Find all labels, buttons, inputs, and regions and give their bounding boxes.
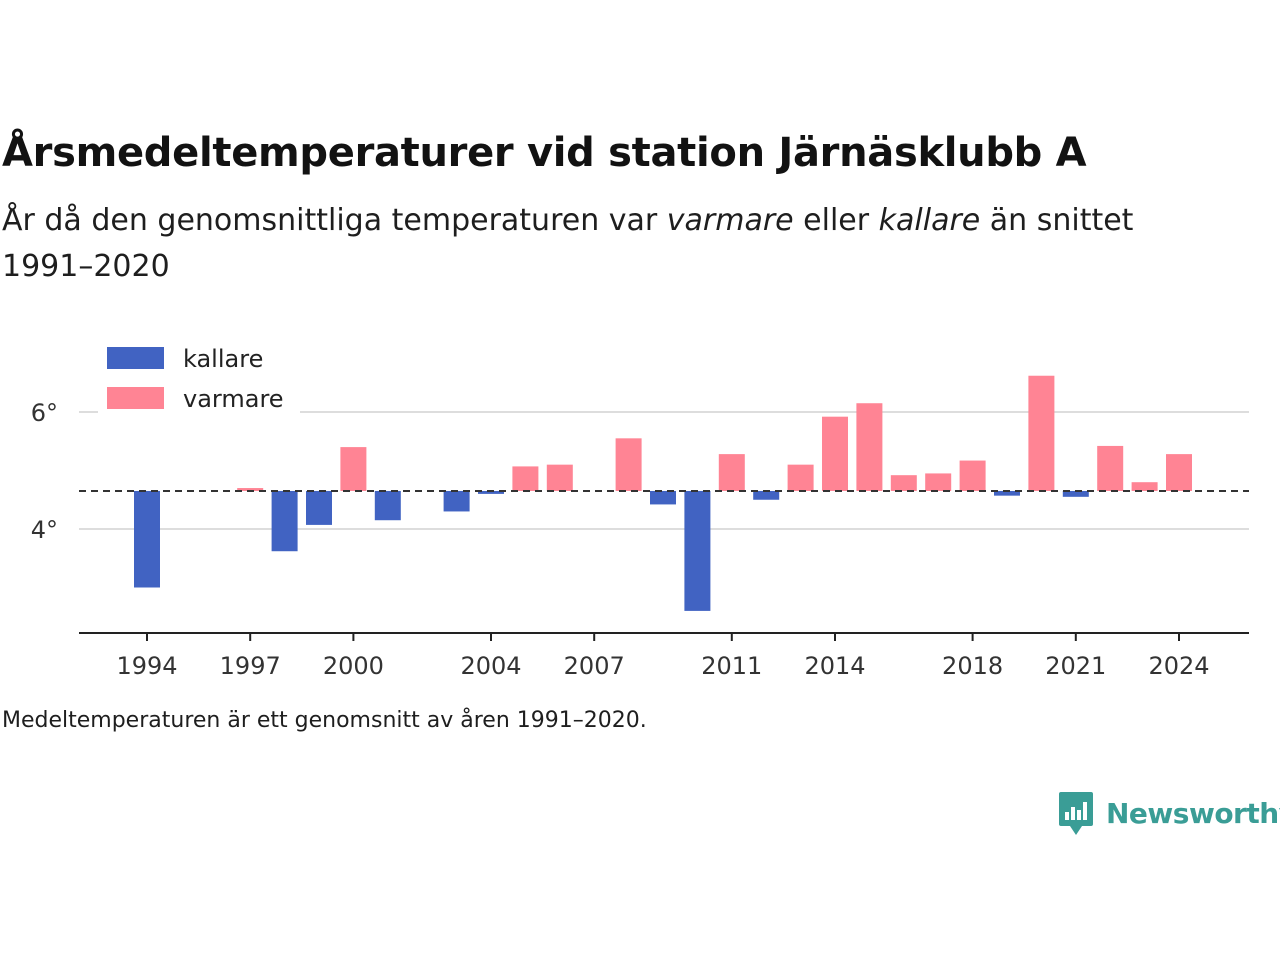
bar-2008 — [615, 438, 642, 491]
bar-2024 — [1166, 454, 1192, 491]
bar-2001 — [374, 490, 401, 521]
bar-2011 — [718, 454, 745, 491]
x-tick-label: 1997 — [220, 652, 281, 680]
subtitle-text: än snittet 1991–2020 — [2, 203, 1134, 284]
x-tick-label: 1994 — [116, 652, 177, 680]
x-tick-label: 2024 — [1148, 652, 1209, 680]
subtitle-text: eller — [793, 203, 879, 238]
y-tick-label: 6° — [31, 399, 58, 427]
x-tick-label: 2018 — [942, 652, 1003, 680]
y-tick-label: 4° — [31, 516, 58, 544]
bar-1998 — [271, 490, 298, 552]
bar-2010 — [684, 490, 711, 611]
subtitle-warm-word: varmare — [666, 203, 794, 238]
bar-2004 — [478, 490, 504, 494]
chart-title: Årsmedeltemperaturer vid station Järnäsk… — [2, 130, 1087, 176]
legend: kallare varmare — [98, 340, 300, 436]
bar-2021 — [1062, 490, 1089, 497]
bar-2003 — [443, 490, 470, 512]
legend-swatch-kallare — [107, 347, 164, 369]
y-axis-ticks: 4° 6° — [31, 399, 58, 544]
bar-2009 — [650, 490, 676, 505]
footnote: Medeltemperaturen är ett genomsnitt av å… — [2, 708, 647, 733]
bar-2019 — [994, 490, 1020, 496]
legend-label-kallare: kallare — [183, 345, 263, 373]
bar-1997 — [237, 488, 264, 491]
x-tick-label: 2000 — [323, 652, 384, 680]
bar-chart: kallare varmare 1994 1997 2000 2004 2007 2011… — [31, 340, 1249, 680]
brand-logo: Newsworthy — [1058, 788, 1280, 838]
legend-swatch-varmare — [107, 387, 164, 409]
subtitle-cold-word: kallare — [878, 203, 981, 238]
bar-2023 — [1131, 482, 1158, 491]
bar-2018 — [959, 460, 986, 491]
x-tick-label: 2014 — [804, 652, 865, 680]
bar-2006 — [546, 464, 573, 491]
chart-subtitle: År då den genomsnittliga temperaturen va… — [2, 198, 1202, 290]
legend-label-varmare: varmare — [183, 385, 284, 413]
bar-2013 — [787, 464, 814, 491]
bar-2016 — [890, 475, 917, 491]
bar-1999 — [306, 490, 332, 525]
brand-name: Newsworthy — [1106, 796, 1280, 830]
x-axis-ticks: 1994 1997 2000 2004 2007 2011 2014 2018 2021 2024 — [116, 633, 1210, 680]
bar-2005 — [512, 466, 539, 491]
x-tick-label: 2011 — [701, 652, 762, 680]
x-tick-label: 2007 — [564, 652, 625, 680]
bars — [134, 375, 1192, 611]
bar-2000 — [340, 447, 367, 491]
bar-2015 — [856, 403, 883, 491]
bar-1994 — [134, 490, 160, 588]
bar-2017 — [925, 473, 952, 491]
x-tick-label: 2004 — [460, 652, 521, 680]
bar-2014 — [822, 416, 848, 491]
newsworthy-logo-icon — [1059, 792, 1093, 835]
x-tick-label: 2021 — [1045, 652, 1106, 680]
subtitle-text: År då den genomsnittliga temperaturen va… — [2, 203, 667, 238]
bar-2012 — [753, 490, 780, 500]
bar-2022 — [1097, 445, 1124, 491]
bar-2020 — [1028, 375, 1055, 491]
